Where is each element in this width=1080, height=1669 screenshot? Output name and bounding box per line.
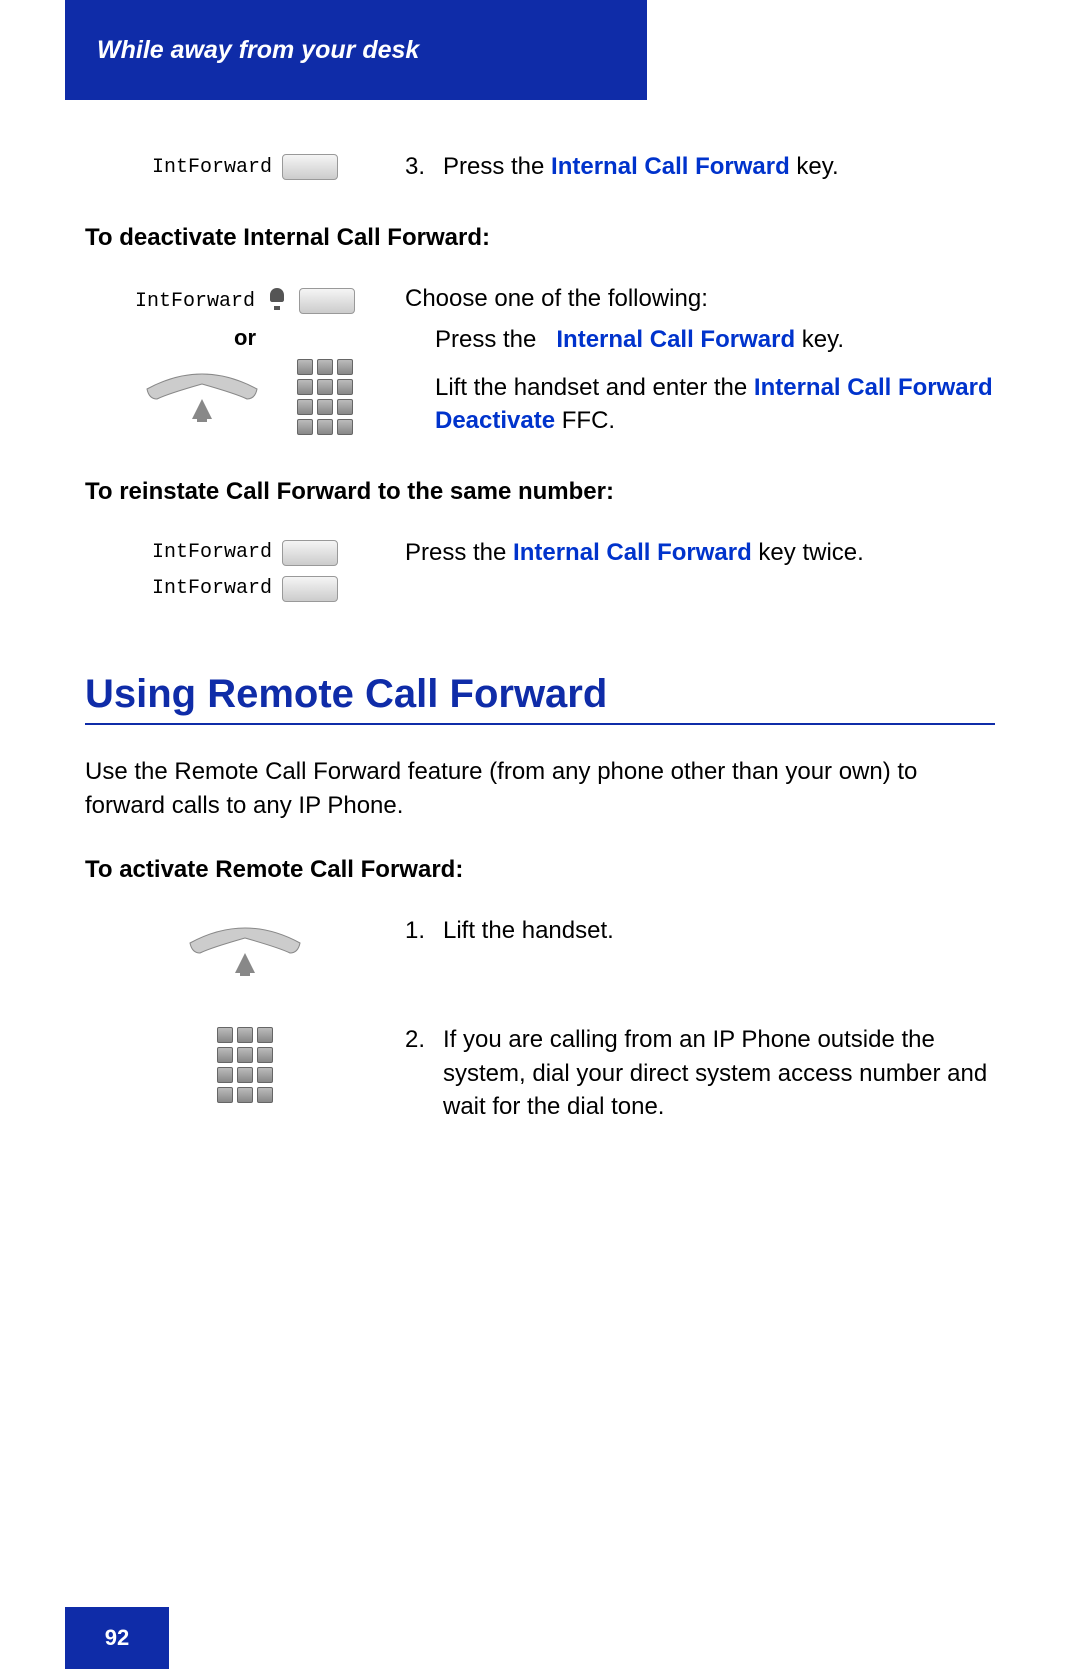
deactivate-right: Choose one of the following: Press the I… [405, 282, 995, 438]
step3-row: IntForward 3. Press the Internal Call Fo… [85, 150, 995, 184]
remote-step2-left [85, 1023, 405, 1124]
intforward-label-3b: IntForward [152, 577, 272, 600]
remote-call-forward-heading: Using Remote Call Forward [85, 672, 995, 725]
softkey-button-icon-3a [282, 540, 338, 566]
step3-number: 3. [405, 150, 443, 184]
opt2-post: FFC. [555, 407, 615, 434]
reinstate-post: key twice. [752, 539, 864, 566]
step3-right: 3. Press the Internal Call Forward key. [405, 150, 995, 184]
intforward-key-1: IntForward [152, 154, 338, 180]
remote-step2-row: 2. If you are calling from an IP Phone o… [85, 1023, 995, 1124]
deactivate-left: IntForward or [85, 282, 405, 438]
or-separator: or [234, 325, 256, 351]
page-content: IntForward 3. Press the Internal Call Fo… [85, 140, 995, 1144]
reinstate-heading: To reinstate Call Forward to the same nu… [85, 478, 995, 506]
intforward-key-2: IntForward [135, 286, 355, 317]
choose-text: Choose one of the following: [405, 282, 995, 316]
opt2-pre: Lift the handset and enter the [435, 374, 754, 401]
lift-handset-icon-2 [180, 918, 310, 983]
intforward-key-3a: IntForward [152, 540, 338, 566]
keypad-icon [297, 359, 353, 435]
internal-call-forward-link-3: Internal Call Forward [513, 539, 752, 566]
remote-step1-num: 1. [405, 914, 443, 948]
remote-intro: Use the Remote Call Forward feature (fro… [85, 755, 995, 822]
intforward-key-3b: IntForward [152, 576, 338, 602]
remote-step2-num: 2. [405, 1023, 443, 1124]
keypad-icon-2 [217, 1027, 273, 1103]
softkey-button-icon [282, 154, 338, 180]
deactivate-heading: To deactivate Internal Call Forward: [85, 224, 995, 252]
internal-call-forward-link-2: Internal Call Forward [556, 326, 795, 353]
intforward-label-3a: IntForward [152, 541, 272, 564]
header-title: While away from your desk [97, 36, 419, 65]
step3-text: Press the Internal Call Forward key. [443, 150, 839, 184]
intforward-label: IntForward [152, 156, 272, 179]
deactivate-row: IntForward or [85, 282, 995, 438]
reinstate-right: Press the Internal Call Forward key twic… [405, 536, 995, 602]
deactivate-option-1: Press the Internal Call Forward key. [435, 323, 995, 357]
deactivate-option-2: Lift the handset and enter the Internal … [435, 371, 995, 438]
reinstate-left: IntForward IntForward [85, 536, 405, 602]
internal-call-forward-link: Internal Call Forward [551, 153, 790, 180]
reinstate-row: IntForward IntForward Press the Internal… [85, 536, 995, 602]
handset-keypad-row [137, 359, 353, 435]
softkey-button-icon-3b [282, 576, 338, 602]
remote-step1-right: 1. Lift the handset. [405, 914, 995, 983]
activate-remote-heading: To activate Remote Call Forward: [85, 856, 995, 884]
remote-step2-right: 2. If you are calling from an IP Phone o… [405, 1023, 995, 1124]
remote-step1-item: 1. Lift the handset. [405, 914, 995, 948]
step3-left: IntForward [85, 150, 405, 184]
page-number: 92 [105, 1625, 129, 1651]
step3-pre: Press the [443, 153, 551, 180]
reinstate-pre: Press the [405, 539, 513, 566]
phone-indicator-icon [265, 286, 289, 317]
lift-handset-icon [137, 364, 267, 429]
remote-step1-row: 1. Lift the handset. [85, 914, 995, 983]
step3-post: key. [790, 153, 839, 180]
step3-item: 3. Press the Internal Call Forward key. [405, 150, 995, 184]
remote-step2-text: If you are calling from an IP Phone outs… [443, 1023, 995, 1124]
opt1-post: key. [795, 326, 844, 353]
page-number-box: 92 [65, 1607, 169, 1669]
remote-step2-item: 2. If you are calling from an IP Phone o… [405, 1023, 995, 1124]
header-bar: While away from your desk [65, 0, 647, 100]
remote-step1-text: Lift the handset. [443, 914, 614, 948]
remote-step1-left [85, 914, 405, 983]
intforward-label-2: IntForward [135, 290, 255, 313]
opt1-pre: Press the [435, 326, 543, 353]
softkey-button-icon-2 [299, 288, 355, 314]
